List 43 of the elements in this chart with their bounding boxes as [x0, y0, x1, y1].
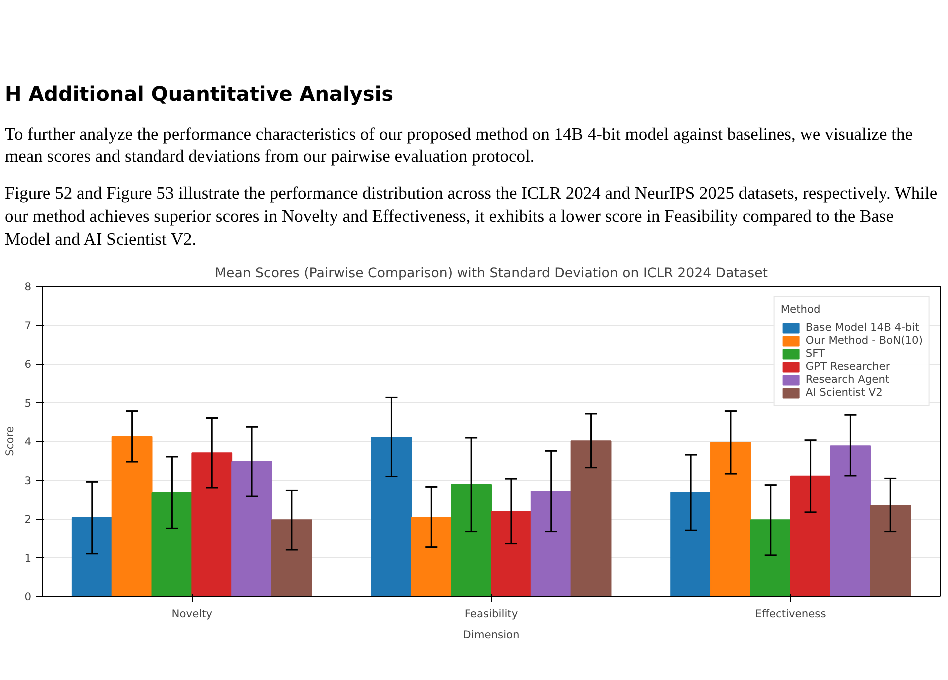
x-tick-label: Novelty	[172, 608, 213, 621]
legend-label: GPT Researcher	[806, 360, 890, 374]
bar	[710, 442, 752, 597]
x-tick-label: Feasibility	[464, 608, 518, 621]
y-tick-label: 0	[24, 590, 32, 604]
bar	[870, 505, 912, 597]
text: To further analyze the performance characteristics of our proposed method on 14B 4-bit model against baselines, we visualize the mean scores and standard deviations from our pairwise evaluation protocol.	[5, 122, 914, 168]
bar	[232, 462, 272, 597]
y-tick-label: 5	[24, 397, 32, 410]
bar	[411, 517, 452, 597]
legend-label: AI Scientist V2	[806, 386, 883, 400]
y-tick-label: 8	[24, 280, 32, 294]
bar	[491, 512, 532, 597]
bar	[152, 492, 193, 597]
chart-title: Mean Scores (Pairwise Comparison) with Standard Deviation on ICLR 2024 Dataset	[215, 266, 768, 282]
text: H Additional Quantitative Analysis	[5, 81, 394, 108]
x-axis-title: Dimension	[463, 628, 520, 642]
bar	[371, 437, 412, 597]
y-tick-label: 7	[24, 320, 32, 333]
y-tick-label: 3	[24, 474, 32, 488]
y-tick-label: 6	[24, 358, 32, 372]
bar	[830, 446, 872, 597]
bar	[750, 520, 792, 597]
bar	[790, 476, 832, 597]
y-tick-label: 2	[24, 513, 32, 526]
legend-label: SFT	[806, 347, 826, 360]
bar	[530, 491, 572, 597]
y-tick-label: 4	[24, 436, 32, 449]
y-axis-title: Score	[4, 426, 17, 457]
bar	[112, 436, 153, 597]
x-tick-label: Effectiveness	[755, 608, 827, 621]
bar	[192, 452, 233, 597]
bar	[271, 520, 312, 597]
bar	[670, 492, 712, 597]
y-tick-label: 1	[24, 552, 32, 566]
bar	[570, 440, 612, 597]
legend-label: Base Model 14B 4-bit	[806, 321, 920, 334]
caption: Figure 52 and Figure 53 illustrate the performance distribution across the ICLR 2024 and NeurIPS 2025 datasets, respectively. While our method achieves superior scores in Novelty and Effectiveness, it exhibits a lower score in Feasibility compared to the Base Model and AI Scientist V2.	[5, 182, 939, 250]
bar	[451, 484, 492, 597]
bar	[72, 518, 113, 597]
legend-title: Method	[780, 303, 822, 316]
legend-label: Research Agent	[806, 373, 890, 386]
legend-label: Our Method - BoN(10)	[806, 334, 923, 348]
